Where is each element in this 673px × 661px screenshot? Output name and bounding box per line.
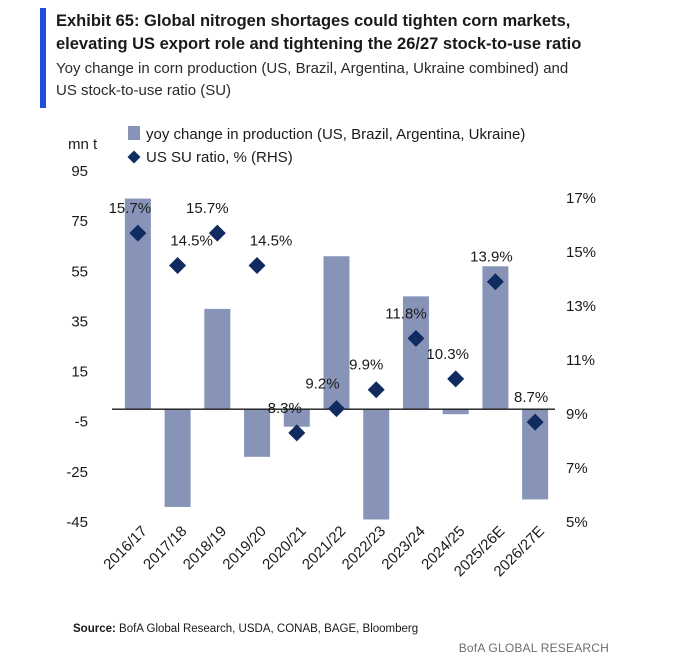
y-tick-label: -45 — [66, 514, 88, 531]
diamond-marker — [129, 224, 147, 242]
legend-diamond-label: US SU ratio, % (RHS) — [146, 149, 293, 166]
y-tick-label: 15 — [71, 364, 88, 381]
bar — [442, 409, 469, 415]
chart-subtitle: Yoy change in corn production (US, Brazi… — [56, 58, 656, 102]
data-label: 8.3% — [268, 400, 302, 417]
diamond-marker — [169, 257, 187, 274]
diamond-marker — [367, 381, 385, 399]
data-label: 11.8% — [385, 305, 426, 322]
chart-title-line-1: Exhibit 65: Global nitrogen shortages co… — [56, 12, 571, 30]
y-tick-label: 95 — [71, 163, 88, 180]
data-label: 15.7% — [109, 200, 152, 217]
y2-tick-label: 9% — [566, 406, 588, 423]
source-text: BofA Global Research, USDA, CONAB, BAGE,… — [115, 623, 419, 635]
bar — [204, 308, 231, 410]
chart-subtitle-line-2: US stock-to-use ratio (SU) — [56, 82, 232, 99]
y-tick-label: 75 — [71, 213, 88, 230]
legend-bar-label: yoy change in production (US, Brazil, Ar… — [146, 126, 525, 143]
data-label: 8.7% — [514, 389, 548, 406]
data-label: 9.2% — [305, 376, 339, 393]
data-label: 14.5% — [250, 233, 293, 250]
data-label: 9.9% — [349, 357, 383, 374]
chart-subtitle-line-1: Yoy change in corn production (US, Brazi… — [56, 60, 569, 77]
diamond-marker — [248, 257, 266, 274]
y-tick-label: -5 — [75, 414, 88, 431]
bar — [402, 296, 429, 410]
title-accent-bar — [40, 8, 46, 108]
y2-tick-label: 7% — [566, 460, 588, 477]
bar — [164, 409, 191, 507]
diamond-marker — [208, 224, 226, 242]
diamond-marker — [407, 329, 425, 347]
data-label: 14.5% — [170, 233, 213, 250]
y-tick-label: 55 — [71, 263, 88, 280]
data-label: 10.3% — [426, 346, 469, 363]
data-label: 13.9% — [470, 249, 513, 266]
bar — [283, 409, 310, 427]
legend-bar-swatch — [128, 126, 140, 140]
diamond-marker — [486, 273, 504, 291]
data-label: 15.7% — [186, 200, 229, 217]
bar — [363, 409, 390, 520]
chart-title: Exhibit 65: Global nitrogen shortages co… — [56, 10, 656, 56]
bar — [323, 256, 350, 410]
diamond-marker — [328, 400, 345, 418]
y2-tick-label: 13% — [566, 298, 596, 315]
y2-tick-label: 15% — [566, 244, 596, 261]
bar — [244, 409, 271, 457]
brand-mark: BofA GLOBAL RESEARCH — [458, 641, 609, 655]
diamond-marker — [526, 413, 544, 431]
y-tick-label: -25 — [66, 464, 88, 481]
legend-diamond-swatch — [127, 150, 141, 164]
source-label: Source: — [73, 623, 116, 635]
y2-tick-label: 5% — [566, 514, 588, 531]
y-axis-title: mn t — [68, 136, 98, 153]
y-tick-label: 35 — [71, 313, 88, 330]
y2-tick-label: 17% — [566, 190, 596, 207]
y2-tick-label: 11% — [566, 352, 595, 369]
source-note: Source: BofA Global Research, USDA, CONA… — [73, 623, 418, 635]
diamond-marker — [288, 424, 306, 442]
diamond-marker — [447, 370, 465, 388]
chart-title-line-2: elevating US export role and tightening … — [56, 35, 582, 53]
